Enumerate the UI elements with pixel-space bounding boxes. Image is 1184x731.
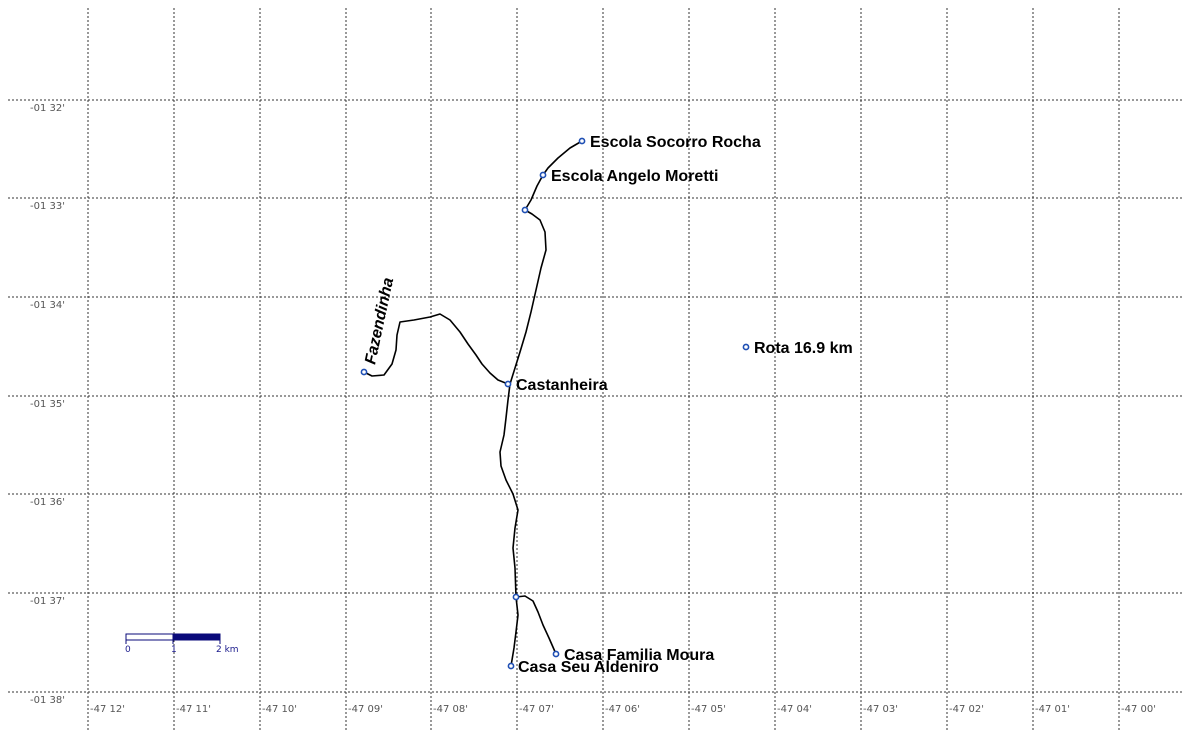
label-casa-seu-aldeniro: Casa Seu Aldeniro (518, 659, 659, 676)
scale-label-1: 1 (171, 645, 177, 655)
lon-label: -47 02' (949, 704, 984, 715)
lon-label: -47 10' (262, 704, 297, 715)
lon-label: -47 07' (519, 704, 554, 715)
scale-segment-empty (126, 634, 173, 640)
route-moura-branch (516, 596, 556, 654)
lon-label: -47 06' (605, 704, 640, 715)
label-escola-socorro-rocha: Escola Socorro Rocha (590, 134, 761, 151)
lon-label: -47 00' (1121, 704, 1156, 715)
lon-label: -47 03' (863, 704, 898, 715)
scale-segment-filled (173, 634, 220, 640)
route-main (500, 141, 582, 666)
waypoint-junction-south[interactable] (513, 594, 518, 599)
waypoint-junction[interactable] (522, 207, 527, 212)
scale-bar: 0 1 2 km (125, 634, 239, 655)
waypoint-casa-familia-moura[interactable] (553, 651, 558, 656)
waypoint-fazendinha[interactable] (361, 369, 366, 374)
waypoints (361, 138, 748, 668)
lat-label: -01 35' (30, 399, 65, 410)
lon-label: -47 05' (691, 704, 726, 715)
lon-label: -47 08' (433, 704, 468, 715)
lon-label: -47 12' (90, 704, 125, 715)
lon-label: -47 01' (1035, 704, 1070, 715)
latitude-labels: -01 32' -01 33' -01 34' -01 35' -01 36' … (30, 103, 65, 706)
lon-label: -47 11' (176, 704, 211, 715)
waypoint-casa-seu-aldeniro[interactable] (508, 663, 513, 668)
label-castanheira: Castanheira (516, 377, 608, 394)
grid (8, 8, 1184, 731)
waypoint-castanheira[interactable] (505, 381, 510, 386)
lat-label: -01 32' (30, 103, 65, 114)
route-track (364, 141, 582, 666)
waypoint-escola-angelo-moretti[interactable] (540, 172, 545, 177)
scale-label-0: 0 (125, 645, 131, 655)
lat-label: -01 34' (30, 300, 65, 311)
label-escola-angelo-moretti: Escola Angelo Moretti (551, 168, 718, 185)
longitude-labels: -47 12' -47 11' -47 10' -47 09' -47 08' … (90, 704, 1156, 715)
label-rota: Rota 16.9 km (754, 340, 853, 357)
lon-label: -47 09' (348, 704, 383, 715)
waypoint-rota[interactable] (743, 344, 748, 349)
waypoint-labels: Escola Socorro Rocha Escola Angelo Moret… (362, 134, 852, 676)
lat-label: -01 37' (30, 596, 65, 607)
label-fazendinha: Fazendinha (362, 276, 397, 366)
lat-label: -01 33' (30, 201, 65, 212)
lon-label: -47 04' (777, 704, 812, 715)
waypoint-escola-socorro-rocha[interactable] (579, 138, 584, 143)
lat-label: -01 36' (30, 497, 65, 508)
lat-label: -01 38' (30, 695, 65, 706)
scale-label-2: 2 km (216, 645, 239, 655)
